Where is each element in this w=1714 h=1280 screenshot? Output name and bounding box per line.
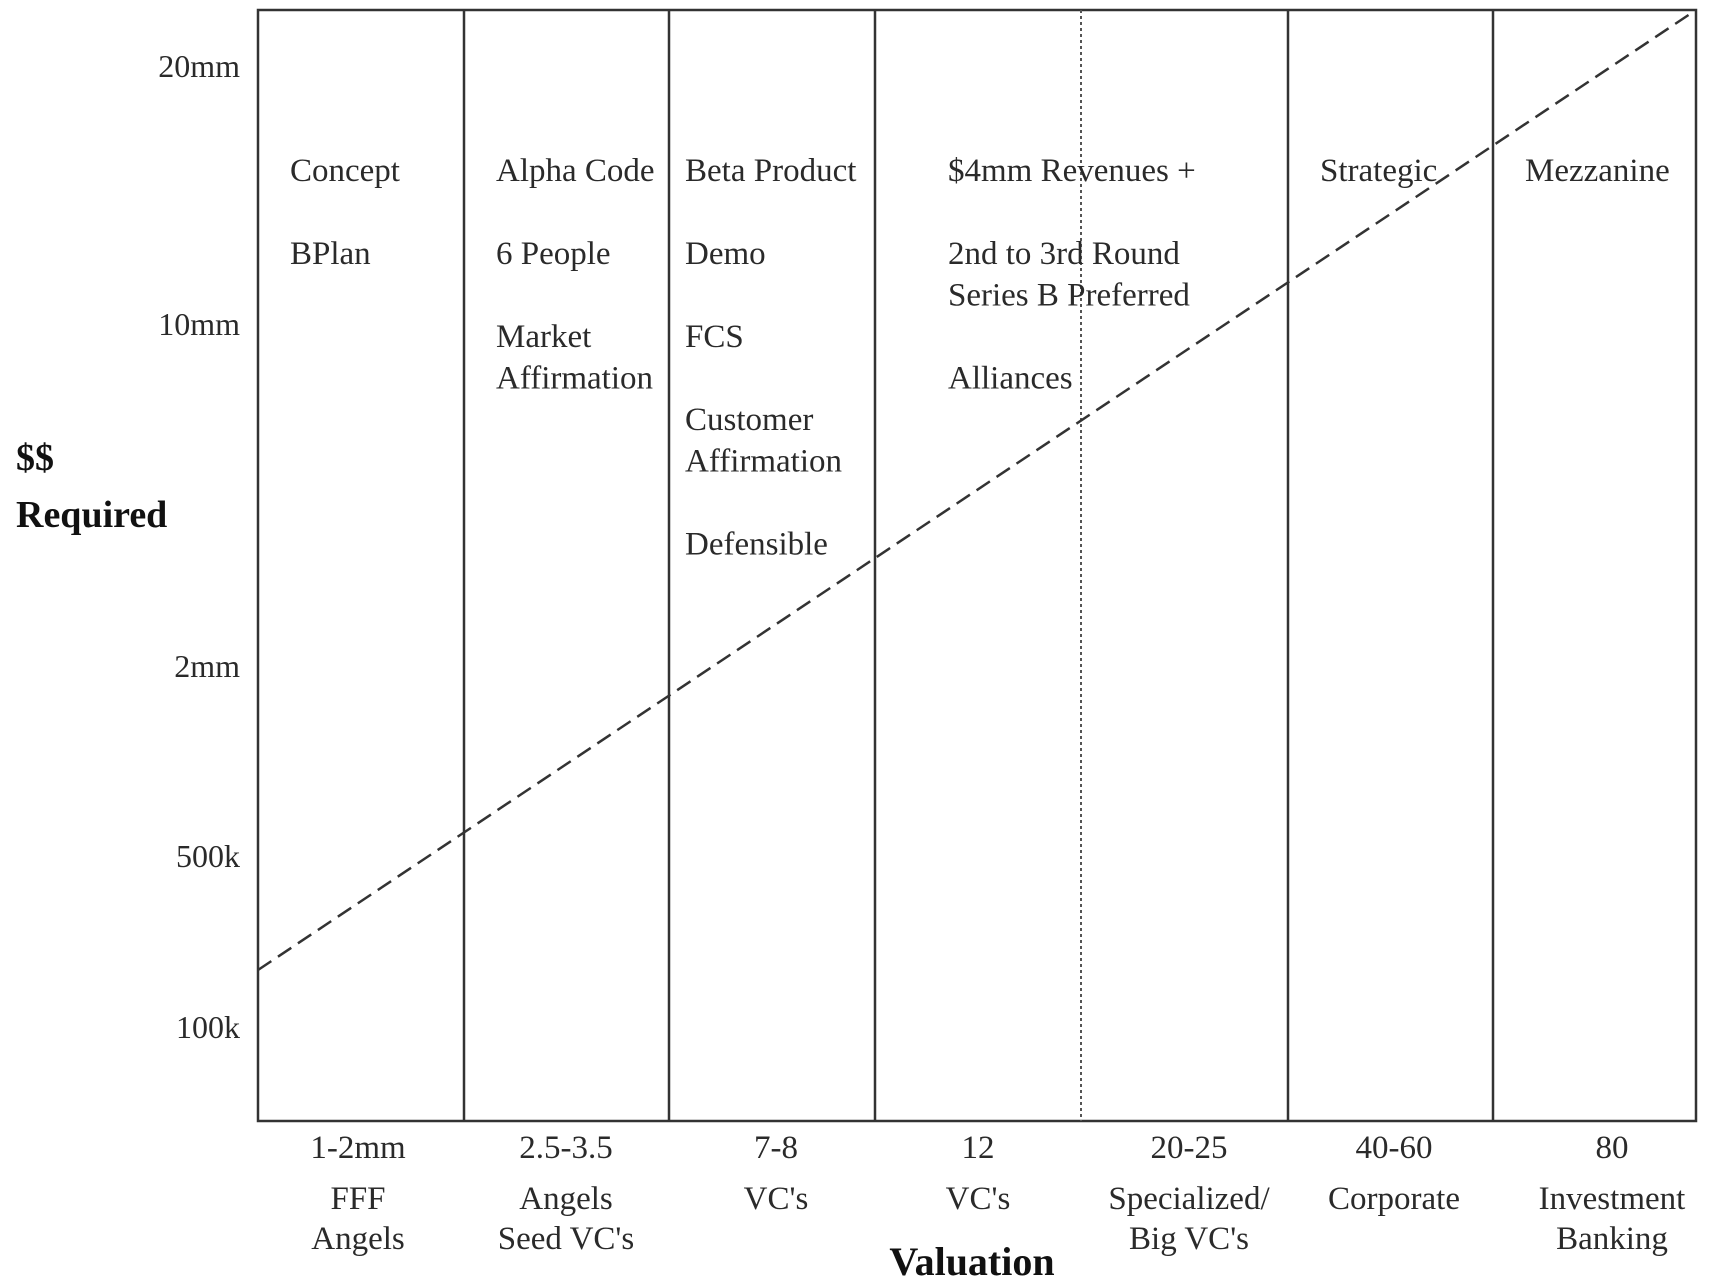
x-category-investor: Specialized/: [1108, 1181, 1270, 1217]
x-category-value: 20-25: [1151, 1130, 1228, 1166]
y-tick-label: 10mm: [158, 306, 240, 342]
x-category-value: 1-2mm: [310, 1130, 406, 1166]
stage-label: Customer: [685, 402, 813, 438]
stage-label: Affirmation: [496, 361, 653, 397]
y-tick-label: 100k: [176, 1009, 240, 1045]
x-category-labels: 1-2mm FFF Angels 2.5-3.5 Angels Seed VC's 7-8 V…: [310, 1130, 1685, 1257]
y-ticks: 20mm 10mm 2mm 500k 100k: [158, 48, 240, 1045]
x-category-investor: Angels: [311, 1221, 405, 1257]
trend-line: [257, 8, 1697, 972]
stage-label: Alpha Code: [496, 153, 655, 189]
stage-label: Defensible: [685, 527, 828, 563]
x-category-value: 40-60: [1356, 1130, 1433, 1166]
y-tick-label: 20mm: [158, 48, 240, 84]
stage-label: Series B Preferred: [948, 278, 1190, 314]
stage-label: 6 People: [496, 236, 611, 272]
x-category-investor: Investment: [1539, 1181, 1686, 1217]
x-category-investor: Banking: [1556, 1221, 1668, 1257]
stage-label: Strategic: [1320, 153, 1437, 189]
y-tick-label: 2mm: [174, 648, 240, 684]
stage-labels: Concept BPlan Alpha Code 6 People Market Affi…: [290, 153, 1670, 563]
x-category-investor: Big VC's: [1129, 1221, 1249, 1257]
x-category-investor: FFF: [330, 1181, 385, 1217]
x-category-investor: Seed VC's: [498, 1221, 634, 1257]
stage-label: Alliances: [948, 361, 1073, 397]
stage-label: Demo: [685, 236, 766, 272]
x-category-value: 80: [1596, 1130, 1629, 1166]
stage-label: FCS: [685, 319, 744, 355]
y-axis-title-line: Required: [16, 494, 167, 536]
stage-label: BPlan: [290, 236, 371, 272]
y-tick-label: 500k: [176, 838, 240, 874]
stage-label: Market: [496, 319, 591, 355]
x-category-investor: VC's: [946, 1181, 1011, 1217]
x-category-value: 12: [962, 1130, 995, 1166]
stage-label: 2nd to 3rd Round: [948, 236, 1180, 272]
plot-frame: [256, 8, 1698, 1123]
column-dividers: [462, 10, 1495, 1121]
x-category-value: 2.5-3.5: [519, 1130, 613, 1166]
stage-label: Affirmation: [685, 444, 842, 480]
stage-label: Mezzanine: [1525, 153, 1670, 189]
stage-label: Concept: [290, 153, 400, 189]
x-category-value: 7-8: [754, 1130, 798, 1166]
x-category-investor: Angels: [519, 1181, 613, 1217]
x-axis-title: Valuation: [889, 1239, 1054, 1280]
x-category-investor: Corporate: [1328, 1181, 1460, 1217]
x-category-investor: VC's: [744, 1181, 809, 1217]
y-axis-title-line: $$: [16, 437, 54, 479]
stage-label: Beta Product: [685, 153, 856, 189]
stage-label: $4mm Revenues +: [948, 153, 1196, 189]
